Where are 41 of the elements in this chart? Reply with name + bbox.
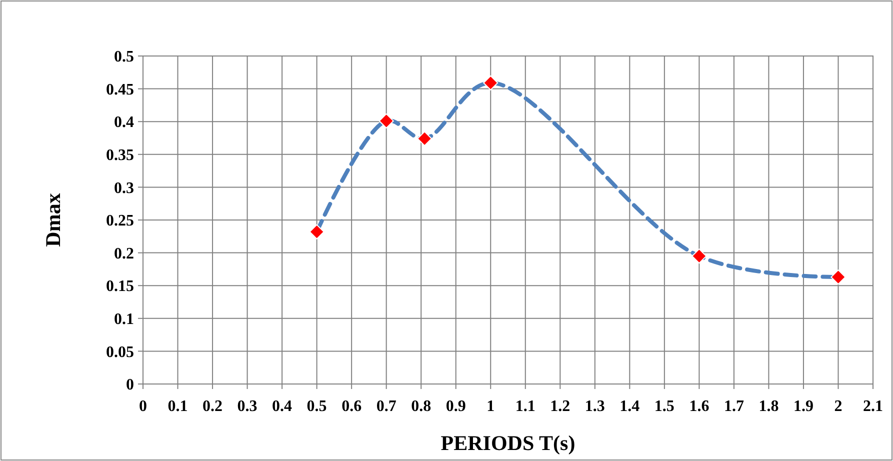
x-axis-title: PERIODS T(s) <box>440 431 576 455</box>
x-tick-label: 1.6 <box>689 398 710 415</box>
x-tick-label: 2.1 <box>863 398 883 415</box>
y-tick-label: 0.5 <box>114 48 134 66</box>
x-tick-label: 0.3 <box>237 398 258 415</box>
y-tick-label: 0.05 <box>106 344 134 361</box>
y-tick-label: 0.45 <box>106 81 134 98</box>
y-tick-label: 0.4 <box>114 114 134 132</box>
y-tick-label: 0.25 <box>106 212 134 230</box>
point <box>830 270 846 285</box>
x-tick-label: 0.5 <box>306 398 327 415</box>
y-axis-title: Dmax <box>41 192 65 247</box>
point <box>692 248 707 264</box>
y-tick-label: 0 <box>126 376 134 394</box>
x-tick-label: 0.2 <box>202 398 223 415</box>
y-tick-label: 0.3 <box>114 180 134 197</box>
x-tick-label: 0.1 <box>168 398 188 415</box>
x-tick-label: 0.9 <box>446 398 466 415</box>
x-tick-label: 1.5 <box>654 398 674 415</box>
y-tick-label: 0.35 <box>106 147 134 164</box>
y-tick-label: 0.2 <box>114 245 134 262</box>
x-tick-label: 1.8 <box>758 398 779 415</box>
point <box>309 224 324 240</box>
x-tick-label: 1.7 <box>724 398 744 415</box>
x-tick-label: 0.4 <box>272 398 292 415</box>
x-tick-label: 1.3 <box>584 398 605 415</box>
x-tick-label: 2 <box>834 398 842 415</box>
x-tick-label: 0.8 <box>411 398 432 415</box>
x-tick-label: 1.2 <box>550 398 570 415</box>
x-tick-label: 0 <box>139 398 147 415</box>
x-tick-label: 1.9 <box>793 398 814 415</box>
point <box>378 113 394 128</box>
point <box>417 131 432 146</box>
point <box>483 75 498 90</box>
y-tick-label: 0.1 <box>114 311 134 328</box>
x-tick-label: 0.7 <box>376 398 396 415</box>
y-tick-label: 0.15 <box>106 278 134 296</box>
x-tick-label: 0.6 <box>342 398 362 415</box>
x-tick-label: 1.1 <box>515 398 536 415</box>
x-tick-label: 1.4 <box>620 398 640 415</box>
x-tick-label: 1 <box>486 398 495 415</box>
